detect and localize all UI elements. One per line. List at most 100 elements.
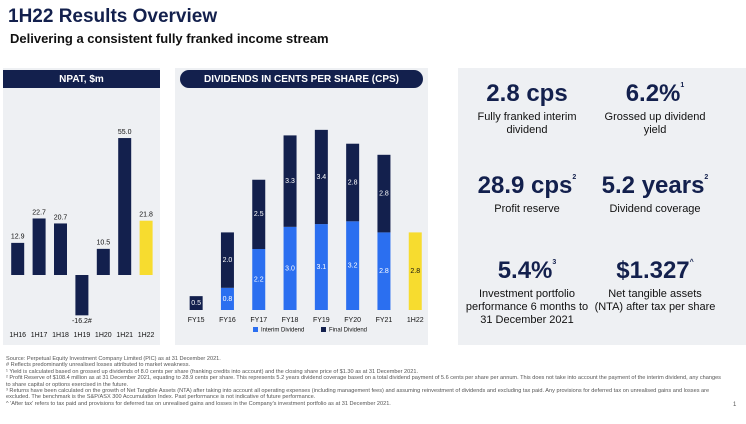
- panel: [458, 68, 746, 345]
- footnotes: Source: Perpetual Equity Investment Comp…: [6, 356, 721, 407]
- data-label: 10.5: [96, 240, 110, 247]
- data-label: 2.0: [223, 257, 233, 264]
- legend-label: Interim Dividend: [261, 328, 304, 334]
- bar-segment: [377, 232, 391, 310]
- x-tick-label: 1H18: [52, 332, 69, 339]
- bar-segment: [346, 221, 360, 310]
- footnote: # Reflects predominantly unrealised loss…: [6, 362, 191, 369]
- bar-segment: [283, 135, 297, 227]
- data-label: 20.7: [54, 214, 68, 221]
- footnote: ² Profit Reserve of $108.4 million as at…: [6, 375, 721, 388]
- data-label: 3.4: [316, 174, 326, 181]
- chart-header: [3, 70, 160, 88]
- data-label: 21.8: [139, 212, 153, 219]
- bar-segment: [189, 296, 203, 310]
- kpi-label: Profit reserve: [494, 203, 560, 215]
- chart-title: DIVIDENDS IN CENTS PER SHARE (CPS): [204, 74, 399, 85]
- kpi-value: 28.9 cps2: [457, 172, 597, 200]
- kpi: 28.9 cps2 Profit reserve: [457, 172, 597, 216]
- kpi-footnote-mark: 2: [704, 174, 709, 181]
- kpi-value-text: 28.9 cps: [477, 172, 573, 199]
- bar: [139, 220, 153, 275]
- x-tick-label: FY16: [219, 317, 236, 324]
- kpi-label: Investment portfolio performance 6 month…: [465, 288, 589, 326]
- kpi-label: Net tangible assets (NTA) after tax per …: [594, 288, 716, 313]
- data-label: 22.7: [32, 209, 46, 216]
- kpi: $1.327^ Net tangible assets (NTA) after t…: [585, 257, 725, 314]
- bar: [54, 223, 67, 275]
- kpi: 6.2%1 Grossed up dividend yield: [585, 80, 725, 137]
- x-tick-label: FY21: [376, 317, 393, 324]
- bar: [11, 242, 25, 275]
- legend-swatch: [321, 327, 326, 332]
- data-label: 55.0: [118, 129, 132, 136]
- data-label: 3.2: [348, 263, 358, 270]
- kpi-value-text: $1.327: [616, 257, 690, 284]
- data-label: 12.9: [11, 234, 25, 241]
- x-tick-label: 1H22: [407, 317, 424, 324]
- page-number: 1: [733, 402, 737, 408]
- kpi-footnote-mark: ^: [689, 259, 694, 266]
- kpi-footnote-mark: 2: [572, 174, 577, 181]
- bar: [32, 218, 46, 275]
- kpi-value-text: 5.2 years: [601, 172, 705, 199]
- footnote: ³ Returns have been calculated on the gr…: [6, 388, 710, 401]
- kpi-value-text: 6.2%: [625, 80, 681, 107]
- bar-segment: [314, 129, 328, 225]
- data-label: 2.8: [379, 268, 389, 275]
- x-tick-label: 1H20: [95, 332, 112, 339]
- data-label: 3.0: [285, 265, 295, 272]
- kpi-label: Grossed up dividend yield: [604, 111, 706, 136]
- footnote: ^ 'After tax' refers to tax paid and pro…: [6, 400, 391, 407]
- data-label: 0.8: [223, 296, 233, 303]
- bar-segment: [220, 287, 234, 310]
- slide-title: 1H22 Results Overview: [8, 6, 218, 27]
- chart-header: [180, 70, 423, 88]
- bar: [118, 138, 132, 275]
- bar-segment: [220, 232, 234, 288]
- x-tick-label: 1H19: [74, 332, 91, 339]
- x-tick-label: 1H22: [138, 332, 155, 339]
- x-tick-label: FY18: [282, 317, 299, 324]
- bar-segment: [314, 224, 328, 310]
- data-label: 2.2: [254, 276, 264, 283]
- data-label: 0.5: [191, 300, 201, 307]
- bar-segment: [252, 249, 266, 310]
- kpi-value: 5.4%3: [457, 257, 597, 285]
- footnote: Source: Perpetual Equity Investment Comp…: [6, 356, 221, 362]
- bar: [75, 275, 89, 316]
- data-label: 2.5: [254, 211, 264, 218]
- data-label: 2.8: [410, 268, 420, 275]
- chart: DIVIDENDS IN CENTS PER SHARE (CPS) 0.5 FY1…: [180, 70, 424, 334]
- kpi: 2.8 cps Fully franked interim dividend: [457, 80, 597, 137]
- kpi-value: 6.2%1: [585, 80, 725, 108]
- bar-segment: [252, 179, 266, 250]
- data-label: 3.1: [316, 264, 326, 271]
- slide-subtitle: Delivering a consistent fully franked in…: [10, 31, 329, 46]
- x-tick-label: FY17: [250, 317, 267, 324]
- bar: [96, 248, 110, 275]
- chart-title: NPAT, $m: [59, 74, 104, 85]
- kpi-value: $1.327^: [585, 257, 725, 285]
- data-label: 3.3: [285, 178, 295, 185]
- data-label: -16.2#: [72, 318, 92, 325]
- bar-segment: [408, 232, 422, 310]
- kpi-value-text: 2.8 cps: [486, 80, 568, 107]
- legend-label: Final Dividend: [329, 328, 367, 334]
- x-tick-label: 1H16: [9, 332, 26, 339]
- kpi-footnote-mark: 1: [680, 82, 685, 89]
- x-tick-label: 1H17: [31, 332, 48, 339]
- kpi-label: Fully franked interim dividend: [477, 111, 577, 136]
- x-tick-label: FY19: [313, 317, 330, 324]
- bar-segment: [377, 154, 391, 233]
- legend-swatch: [253, 327, 258, 332]
- kpi-value: 2.8 cps: [457, 80, 597, 108]
- x-tick-label: FY15: [188, 317, 205, 324]
- kpi-value-text: 5.4%: [497, 257, 553, 284]
- x-tick-label: 1H21: [116, 332, 133, 339]
- kpi-footnote-mark: 3: [552, 259, 557, 266]
- kpi-value: 5.2 years2: [585, 172, 725, 200]
- data-label: 2.8: [348, 179, 358, 186]
- chart: NPAT, $m12.91H1622.71H1720.71H18-16.2#1H…: [3, 70, 160, 339]
